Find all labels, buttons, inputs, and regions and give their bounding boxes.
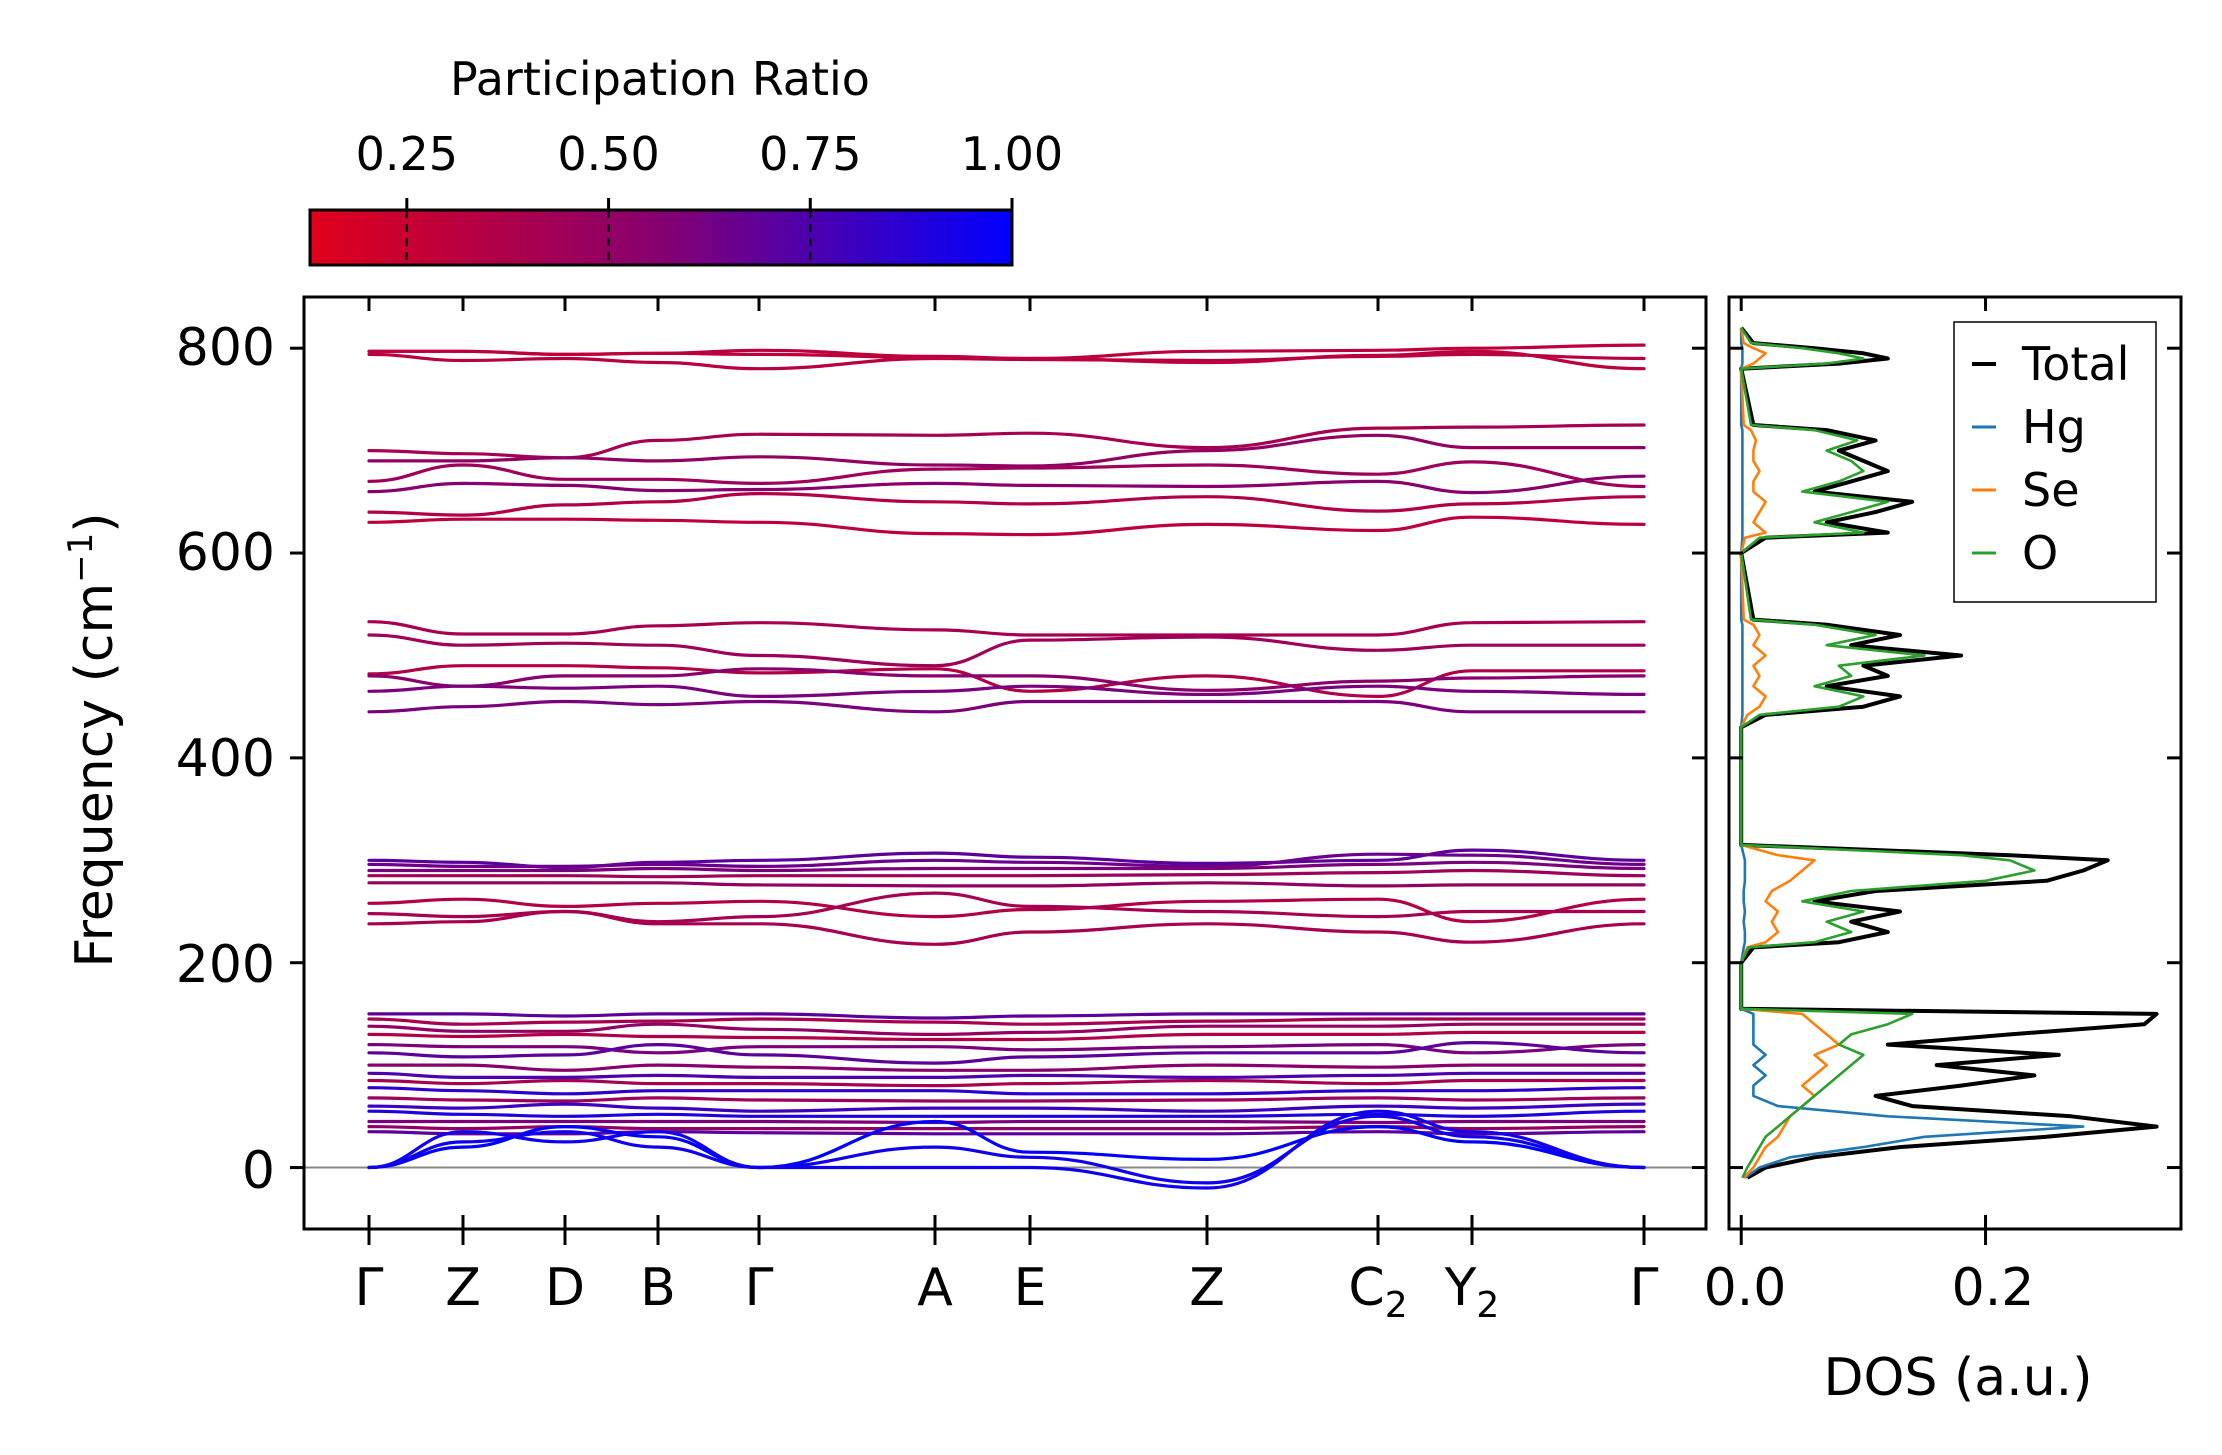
- dos-xtick-label-0: 0.0: [1704, 1258, 1787, 1318]
- phonon-band-low-35: [367, 1109, 1646, 1118]
- phonon-band-o-mid-13: [367, 684, 1646, 698]
- phonon-band-low-25: [367, 1022, 1646, 1036]
- phonon-band-mid-17: [367, 860, 1646, 873]
- legend-label-total: Total: [2021, 337, 2129, 391]
- dos-axis-label: DOS (a.u.): [1824, 1348, 2093, 1408]
- ytick-label-400: 400: [176, 729, 275, 789]
- phonon-band-o-upper-7: [367, 492, 1646, 517]
- phonon-band-mid-18: [367, 868, 1646, 879]
- band-plot-frame: [302, 295, 1708, 1231]
- kpoint-label-a: A: [917, 1258, 953, 1318]
- phonon-band-acoustic-41: [367, 1109, 1646, 1190]
- phonon-band-o-upper-4: [367, 433, 1646, 468]
- dos-xtick-label-1: 0.2: [1952, 1258, 2035, 1318]
- colorbar: Participation Ratio 0.25 0.50 0.75 1.00: [308, 52, 1063, 267]
- phonon-band-low-32: [367, 1086, 1646, 1096]
- phonon-band-low-28: [367, 1041, 1646, 1065]
- ytick-label-0: 0: [242, 1141, 275, 1201]
- dos-axis-ticks: [1729, 297, 2181, 1245]
- dos-panel: 0.0 0.2 DOS (a.u.) Total Hg Se O: [1704, 295, 2183, 1408]
- colorbar-tick-label: 0.75: [759, 127, 861, 181]
- colorbar-tick-label: 1.00: [961, 127, 1063, 181]
- phonon-band-low-24: [367, 1017, 1646, 1026]
- phonon-band-mid-20: [367, 897, 1646, 924]
- dos-curve-o: [1739, 327, 2036, 1179]
- phonon-band-low-29: [367, 1063, 1646, 1072]
- phonon-band-mid-22: [367, 909, 1646, 946]
- phonon-band-o-upper-5: [367, 460, 1646, 489]
- kpoint-label-gamma-3: Γ: [1630, 1258, 1659, 1318]
- legend-label-se: Se: [2022, 463, 2080, 517]
- legend-label-o: O: [2022, 526, 2058, 580]
- frequency-axis-label: Frequency (cm−1): [61, 512, 125, 967]
- phonon-band-o-mid-14: [367, 699, 1646, 714]
- dos-curve-se: [1739, 327, 1841, 1179]
- dos-plot-frame: [1727, 295, 2183, 1231]
- phonon-band-high-1: [367, 352, 1646, 371]
- colorbar-tick-label: 0.50: [557, 127, 659, 181]
- kpoint-label-d: D: [545, 1258, 585, 1318]
- phonon-band-o-upper-6: [367, 474, 1646, 495]
- kpoint-axis-ticks: [367, 297, 1646, 1245]
- colorbar-gradient: [308, 208, 1014, 267]
- phonon-band-low-34: [367, 1102, 1646, 1113]
- phonon-band-o-mid-10: [367, 633, 1646, 668]
- colorbar-tick-label: 0.25: [356, 127, 458, 181]
- dos-legend: Total Hg Se O: [1953, 321, 2157, 603]
- phonon-band-o-mid-12: [367, 667, 1646, 692]
- ytick-label-200: 200: [176, 935, 275, 995]
- phonon-band-low-23: [367, 1012, 1646, 1020]
- dos-curve-total: [1739, 326, 2159, 1180]
- phonon-band-low-36: [367, 1119, 1646, 1125]
- kpoint-label-z-2: Z: [1189, 1258, 1225, 1318]
- phonon-band-low-31: [367, 1078, 1646, 1088]
- ytick-label-800: 800: [176, 318, 275, 378]
- dos-curve-hg: [1739, 327, 2085, 1179]
- phonon-bands: [367, 343, 1646, 1190]
- ytick-label-600: 600: [176, 523, 275, 583]
- phonon-band-high-2: [367, 349, 1646, 371]
- colorbar-label: Participation Ratio: [450, 52, 870, 106]
- kpoint-label-y2: Y2: [1444, 1258, 1500, 1326]
- band-structure-panel: 0 200 400 600 800 Frequency (cm−1) Γ Z D…: [61, 295, 1708, 1326]
- kpoint-label-gamma-2: Γ: [745, 1258, 774, 1318]
- legend-box: [1953, 321, 2157, 603]
- phonon-band-low-26: [367, 1030, 1646, 1042]
- phonon-band-low-27: [367, 1043, 1646, 1055]
- phonon-band-low-33: [367, 1096, 1646, 1103]
- kpoint-label-b: B: [640, 1258, 676, 1318]
- phonon-band-o-mid-9: [367, 620, 1646, 637]
- phonon-band-mid-19: [367, 881, 1646, 888]
- phonon-band-low-30: [367, 1071, 1646, 1080]
- colorbar-ticks: 0.25 0.50 0.75 1.00: [356, 127, 1063, 265]
- kpoint-label-z: Z: [445, 1258, 481, 1318]
- phonon-band-o-upper-8: [367, 515, 1646, 537]
- kpoint-label-e: E: [1014, 1258, 1047, 1318]
- dos-curves: [1739, 326, 2159, 1180]
- phonon-band-o-upper-3: [367, 423, 1646, 460]
- legend-label-hg: Hg: [2022, 400, 2086, 454]
- kpoint-label-c2: C2: [1348, 1258, 1407, 1326]
- frequency-axis-ticks: [290, 346, 1706, 1170]
- phonon-band-mid-16: [367, 852, 1646, 869]
- kpoint-label-gamma: Γ: [355, 1258, 384, 1318]
